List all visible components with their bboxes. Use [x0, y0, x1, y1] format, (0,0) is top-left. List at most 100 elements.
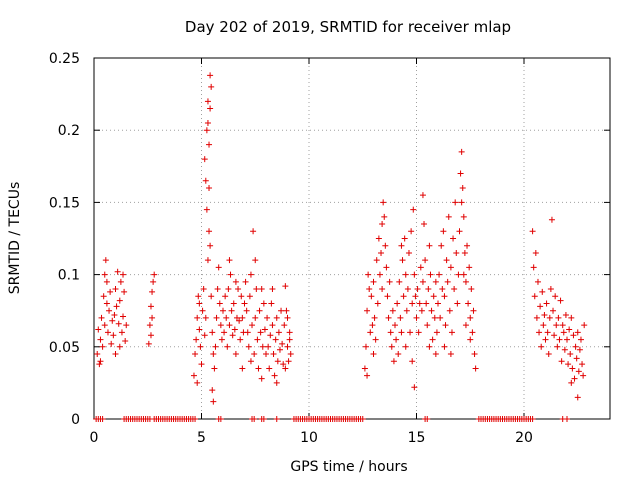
data-point — [532, 249, 539, 256]
data-point — [217, 416, 224, 422]
data-point — [548, 216, 555, 223]
data-point — [99, 343, 106, 350]
data-point — [441, 293, 448, 300]
data-point — [224, 343, 231, 350]
data-point — [407, 329, 414, 336]
data-point — [94, 351, 101, 358]
data-point — [382, 242, 389, 249]
data-point — [397, 314, 404, 321]
data-point — [551, 332, 558, 339]
y-tick-label: 0 — [71, 412, 80, 428]
data-point — [541, 312, 548, 319]
data-point — [459, 184, 466, 191]
data-point — [123, 322, 130, 329]
data-point — [412, 293, 419, 300]
data-point — [201, 332, 208, 339]
x-axis-label: GPS time / hours — [290, 459, 407, 475]
data-point — [210, 398, 217, 405]
data-point — [198, 361, 205, 368]
data-point — [457, 170, 464, 177]
data-point — [538, 343, 545, 350]
data-point — [422, 257, 429, 264]
data-point — [537, 303, 544, 310]
data-point — [190, 372, 197, 379]
data-point — [464, 242, 471, 249]
data-point — [279, 340, 286, 347]
data-point — [384, 293, 391, 300]
data-point — [424, 322, 431, 329]
data-point — [98, 314, 105, 321]
data-point — [558, 358, 565, 365]
data-point — [392, 322, 398, 329]
data-point — [371, 314, 378, 321]
x-axis-ticks: 0 5 10 15 20 — [90, 58, 533, 446]
data-point — [287, 351, 294, 358]
data-point — [390, 358, 397, 365]
data-point — [383, 264, 390, 271]
data-point — [398, 242, 405, 249]
data-point — [239, 365, 246, 372]
data-point — [149, 314, 156, 321]
data-point — [432, 278, 439, 285]
data-point — [274, 358, 281, 365]
data-point — [403, 307, 410, 314]
data-point — [206, 184, 213, 191]
data-point — [550, 307, 557, 314]
data-point — [150, 278, 157, 285]
data-point — [455, 271, 462, 278]
data-point — [108, 340, 115, 347]
data-point — [428, 307, 435, 314]
data-point — [544, 329, 551, 336]
data-point — [246, 293, 253, 300]
data-point — [367, 329, 374, 336]
data-point — [461, 249, 468, 256]
data-point — [581, 322, 588, 329]
data-point — [458, 148, 465, 155]
data-point — [227, 271, 234, 278]
data-point — [103, 278, 110, 285]
data-point — [120, 313, 127, 320]
data-points — [93, 72, 588, 422]
data-point — [216, 300, 223, 307]
data-point — [416, 300, 423, 307]
data-point — [194, 314, 201, 321]
data-point — [232, 278, 239, 285]
y-tick-label: 0.25 — [49, 51, 80, 67]
data-point — [567, 351, 574, 358]
data-point — [408, 228, 415, 235]
data-point — [147, 303, 154, 310]
data-point — [462, 278, 469, 285]
data-point — [244, 329, 251, 336]
data-point — [471, 351, 478, 358]
data-point — [379, 286, 386, 293]
data-point — [243, 307, 250, 314]
data-point — [147, 332, 154, 339]
data-point — [427, 271, 434, 278]
data-point — [192, 351, 199, 358]
data-point — [264, 314, 271, 321]
data-point — [273, 416, 280, 422]
data-point — [404, 286, 411, 293]
data-point — [415, 329, 422, 336]
data-point — [566, 326, 573, 333]
data-point — [576, 346, 583, 353]
data-point — [543, 300, 550, 307]
data-point — [109, 317, 116, 324]
data-point — [546, 314, 553, 321]
data-point — [445, 213, 452, 220]
data-point — [446, 307, 453, 314]
data-point — [439, 286, 446, 293]
data-point — [573, 355, 580, 362]
data-point — [273, 314, 280, 321]
data-point — [247, 271, 254, 278]
data-point — [225, 286, 232, 293]
data-point — [104, 329, 111, 336]
data-point — [448, 329, 455, 336]
data-point — [368, 293, 375, 300]
data-point — [451, 286, 458, 293]
data-point — [399, 257, 406, 264]
data-point — [251, 351, 258, 358]
data-point — [201, 156, 208, 163]
x-tick-label: 15 — [408, 430, 426, 446]
data-point — [286, 329, 293, 336]
